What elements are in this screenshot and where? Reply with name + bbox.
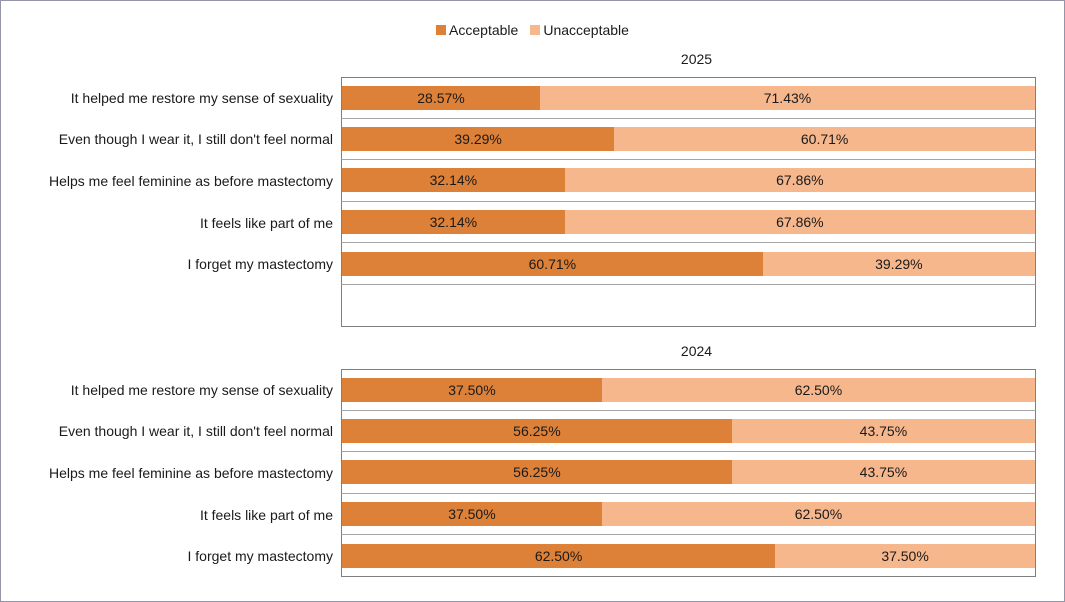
chart-row: I forget my mastectomy 62.50% 37.50% [1,535,1064,577]
chart-row: It helped me restore my sense of sexuali… [1,77,1064,119]
category-label: Helps me feel feminine as before mastect… [48,464,333,481]
stacked-bar: 32.14% 67.86% [342,168,1035,193]
panel-title-2025: 2025 [680,51,713,67]
plot-area-2024: It helped me restore my sense of sexuali… [1,369,1064,577]
category-label: It feels like part of me [199,506,333,523]
stacked-bar: 32.14% 67.86% [342,210,1035,235]
legend-label-unacceptable: Unacceptable [543,22,629,38]
category-label: It helped me restore my sense of sexuali… [70,381,333,398]
plot-area-2025: It helped me restore my sense of sexuali… [1,77,1064,327]
bar-segment-acceptable: 37.50% [342,377,602,402]
chart-row: Helps me feel feminine as before mastect… [1,452,1064,494]
data-label: 43.75% [859,422,908,439]
stacked-bar: 39.29% 60.71% [342,126,1035,151]
category-label: Helps me feel feminine as before mastect… [48,172,333,189]
data-label: 62.50% [794,506,843,523]
stacked-bar: 37.50% 62.50% [342,377,1035,402]
stacked-bar: 28.57% 71.43% [342,85,1035,110]
category-label: Even though I wear it, I still don't fee… [58,423,333,440]
plot-cell: 62.50% 37.50% [341,535,1036,577]
legend-label-acceptable: Acceptable [449,22,519,38]
chart-row-empty [1,284,1064,327]
bar-segment-acceptable: 62.50% [342,543,776,568]
data-label: 32.14% [429,214,478,231]
chart-row: It helped me restore my sense of sexuali… [1,369,1064,411]
plot-cell: 37.50% 62.50% [341,369,1036,411]
data-label: 56.25% [513,464,561,481]
plot-cell: 28.57% 71.43% [341,77,1036,119]
bar-segment-acceptable: 32.14% [342,210,565,235]
bar-segment-acceptable: 56.25% [342,418,732,443]
data-label: 37.50% [881,547,929,564]
stacked-bar: 60.71% 39.29% [342,251,1035,276]
category-label: Even though I wear it, I still don't fee… [58,131,333,148]
bar-segment-acceptable: 28.57% [342,85,540,110]
chart-row: It feels like part of me 37.50% 62.50% [1,493,1064,536]
data-label: 43.75% [859,464,908,481]
category-label: I forget my mastectomy [187,256,333,273]
data-label: 39.29% [454,130,502,147]
data-label: 67.86% [776,214,824,231]
plot-cell [341,284,1036,327]
plot-cell: 60.71% 39.29% [341,243,1036,285]
data-label: 60.71% [800,130,849,147]
category-label: I forget my mastectomy [187,548,333,565]
chart-panel-2025: 2025 It helped me restore my sense of se… [1,51,1064,327]
data-label: 39.29% [875,255,923,272]
legend: Acceptable Unacceptable [1,23,1064,37]
chart-row: I forget my mastectomy 60.71% 39.29% [1,243,1064,285]
bar-segment-unacceptable: 67.86% [564,168,1035,193]
legend-item-acceptable: Acceptable [436,23,518,37]
plot-cell: 56.25% 43.75% [341,410,1036,453]
bar-segment-acceptable: 37.50% [342,502,602,527]
category-label-empty [1,285,341,327]
chart-row: Even though I wear it, I still don't fee… [1,410,1064,453]
bar-segment-unacceptable: 37.50% [775,543,1035,568]
bar-segment-unacceptable: 67.86% [564,210,1035,235]
legend-swatch-acceptable-icon [436,25,447,35]
bar-segment-acceptable: 39.29% [342,126,615,151]
data-label: 37.50% [448,381,496,398]
stacked-bar: 56.25% 43.75% [342,418,1035,443]
stacked-bar: 62.50% 37.50% [342,543,1035,568]
bar-segment-acceptable: 60.71% [342,251,763,276]
data-label: 67.86% [776,172,824,189]
data-label: 60.71% [528,255,577,272]
data-label: 37.50% [448,506,496,523]
category-label: It helped me restore my sense of sexuali… [70,89,333,106]
bar-segment-unacceptable: 60.71% [614,126,1035,151]
category-label: It feels like part of me [199,214,333,231]
bar-segment-unacceptable: 62.50% [601,377,1035,402]
bar-segment-unacceptable: 62.50% [601,502,1035,527]
chart-row: Helps me feel feminine as before mastect… [1,160,1064,202]
plot-cell: 32.14% 67.86% [341,160,1036,202]
chart-row: Even though I wear it, I still don't fee… [1,118,1064,161]
data-label: 32.14% [429,172,478,189]
data-label: 62.50% [794,381,843,398]
plot-cell: 39.29% 60.71% [341,118,1036,161]
bar-segment-acceptable: 32.14% [342,168,565,193]
bar-segment-unacceptable: 43.75% [731,460,1035,485]
panel-title-2024: 2024 [680,343,713,359]
bar-segment-acceptable: 56.25% [342,460,732,485]
data-label: 71.43% [763,89,812,106]
data-label: 62.50% [534,547,583,564]
chart-row: It feels like part of me 32.14% 67.86% [1,201,1064,244]
bar-segment-unacceptable: 39.29% [762,251,1035,276]
plot-cell: 37.50% 62.50% [341,493,1036,536]
legend-item-unacceptable: Unacceptable [530,23,629,37]
bar-segment-unacceptable: 43.75% [731,418,1035,443]
legend-swatch-unacceptable-icon [530,25,541,35]
chart-panel-2024: 2024 It helped me restore my sense of se… [1,343,1064,577]
plot-cell: 32.14% 67.86% [341,201,1036,244]
stacked-bar: 56.25% 43.75% [342,460,1035,485]
data-label: 56.25% [513,422,561,439]
stacked-bar: 37.50% 62.50% [342,502,1035,527]
plot-cell: 56.25% 43.75% [341,452,1036,494]
data-label: 28.57% [417,89,465,106]
bar-segment-unacceptable: 71.43% [539,85,1035,110]
